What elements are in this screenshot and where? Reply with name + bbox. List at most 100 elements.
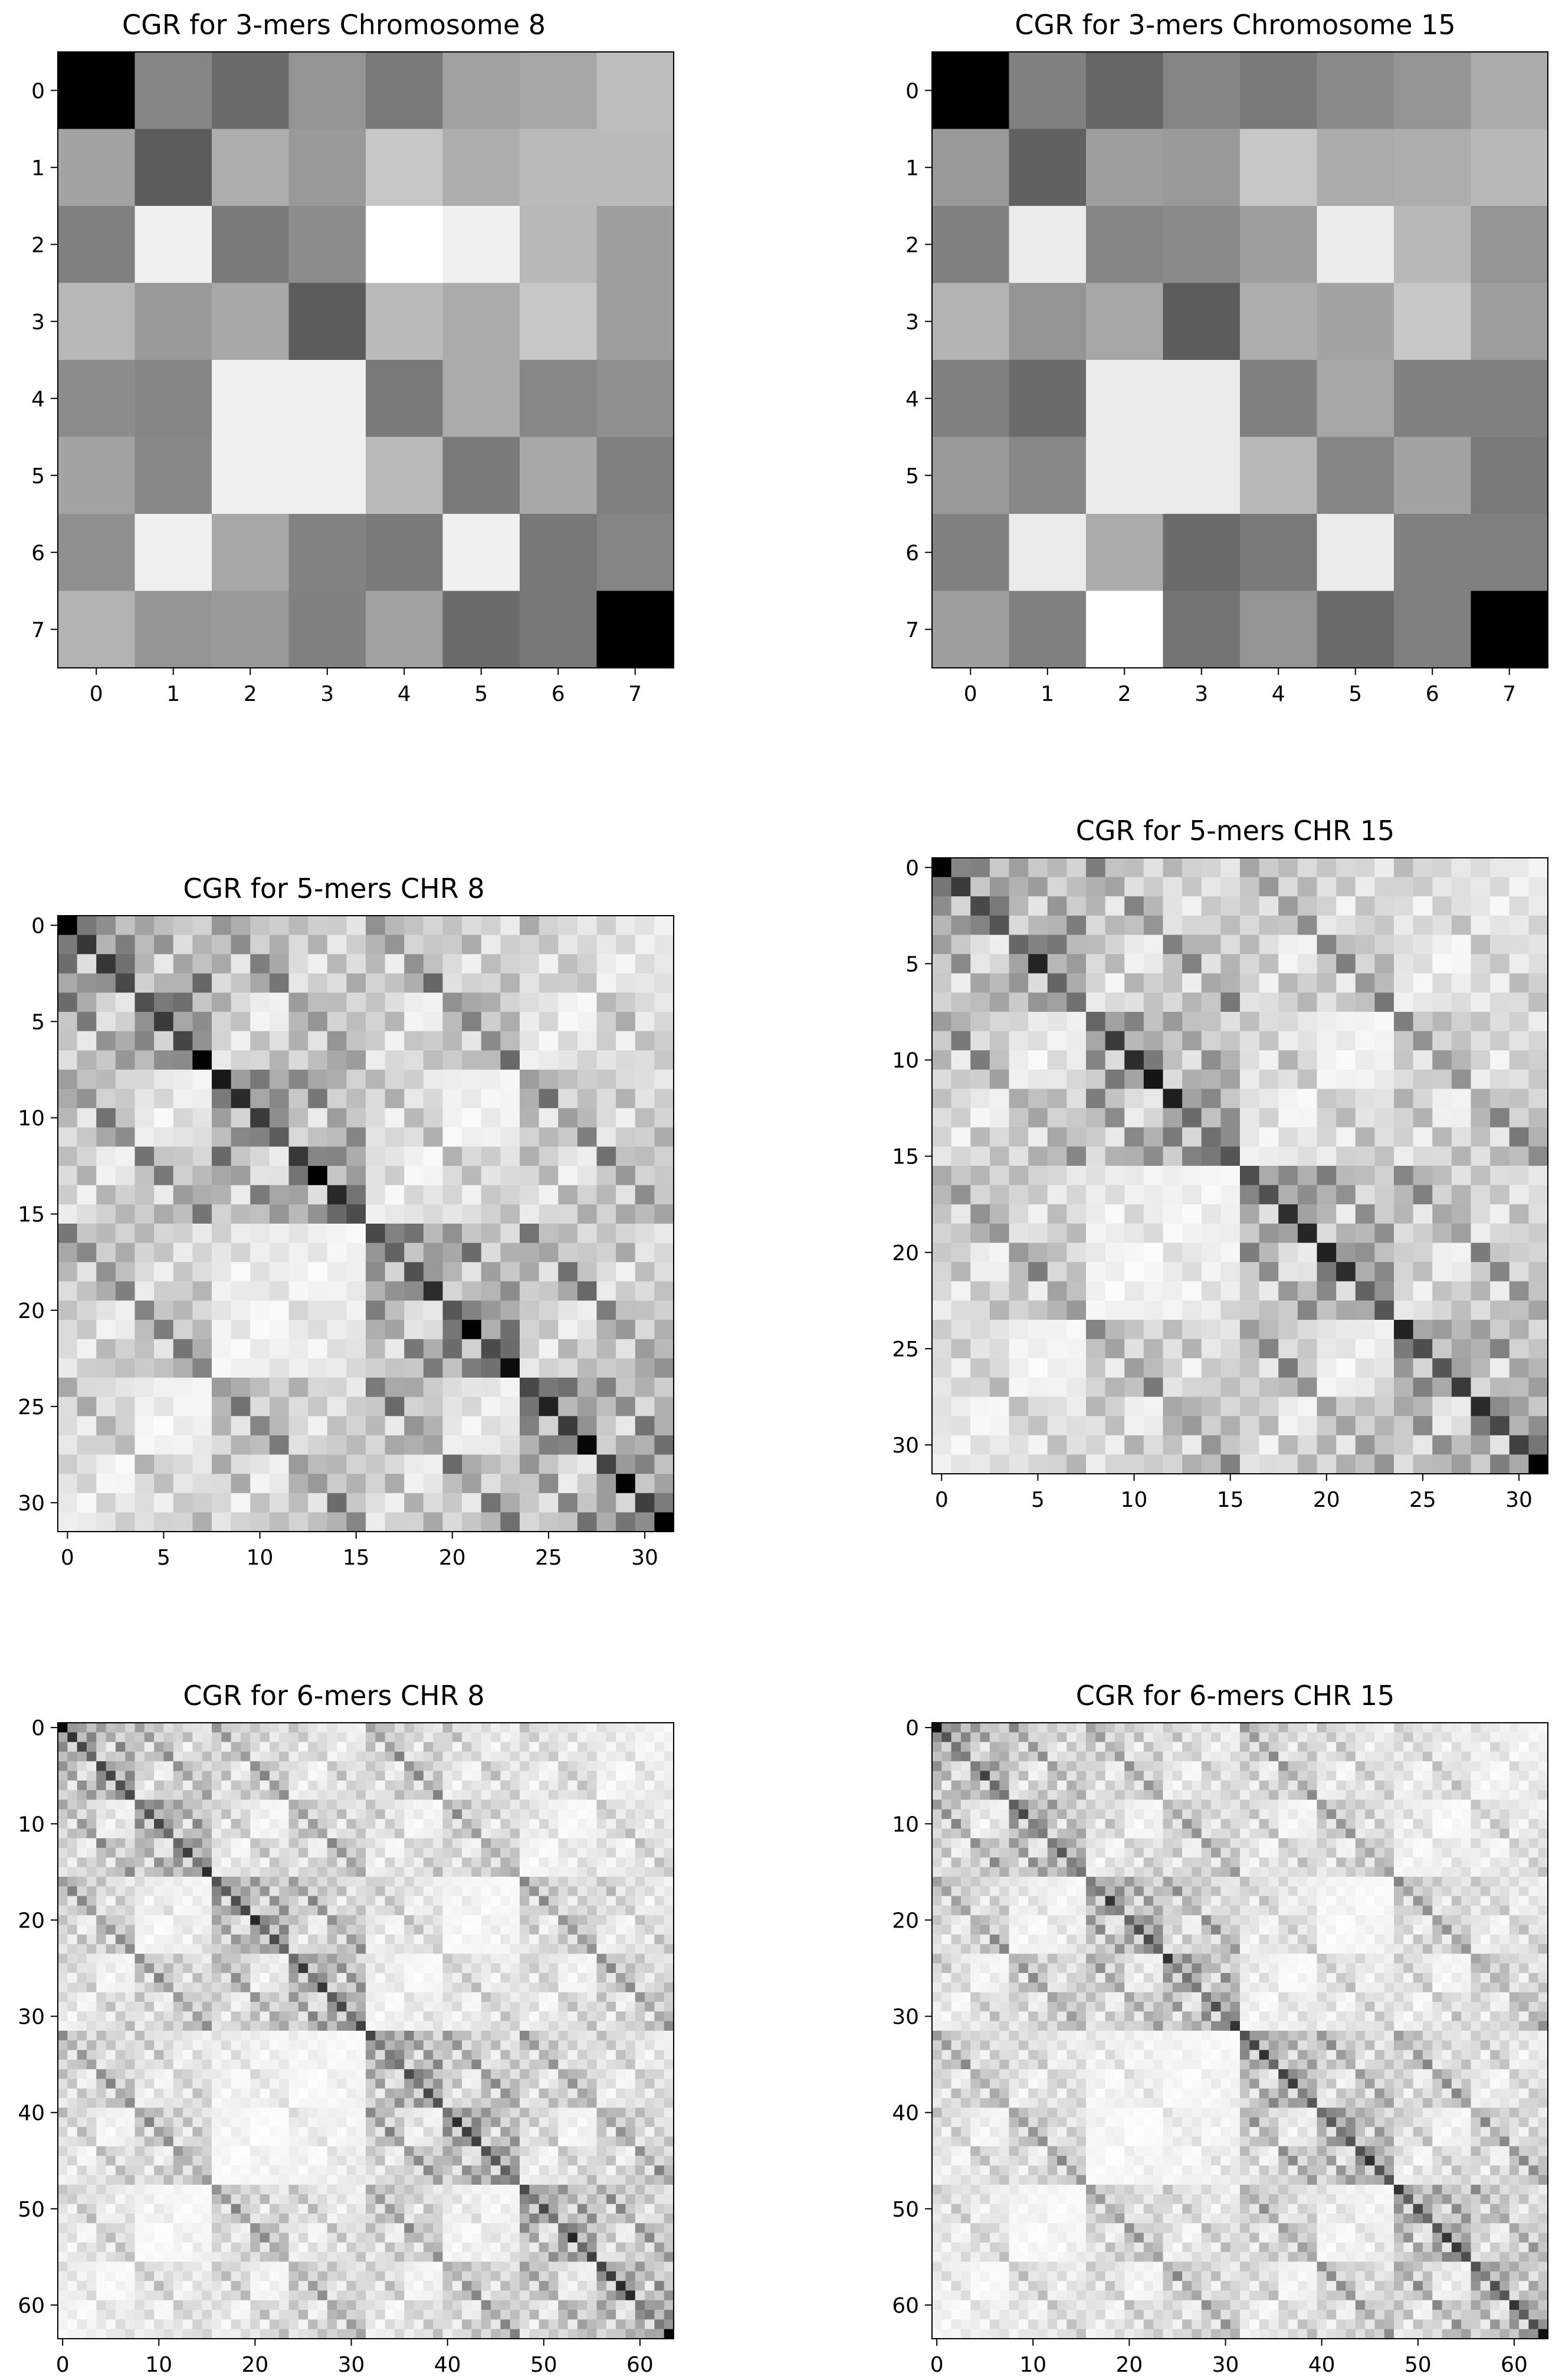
heatmap-cell <box>337 2011 347 2022</box>
heatmap-cell <box>989 1166 1010 1186</box>
heatmap-cell <box>1067 973 1087 993</box>
heatmap-cell <box>183 1953 193 1964</box>
heatmap-cell <box>202 1867 212 1877</box>
heatmap-cell <box>491 1877 501 1887</box>
heatmap-cell <box>577 1953 588 1964</box>
heatmap-cell <box>596 1953 607 1964</box>
heatmap-cell <box>1394 1146 1414 1166</box>
heatmap-cell <box>596 1925 607 1935</box>
heatmap-cell <box>144 1732 155 1743</box>
heatmap-cell <box>520 1378 540 1398</box>
heatmap-cell <box>134 1262 155 1282</box>
heatmap-cell <box>1259 1166 1279 1186</box>
heatmap-cell <box>442 1185 462 1205</box>
heatmap-cell <box>250 935 270 955</box>
heatmap-cell <box>250 1454 270 1474</box>
heatmap-cell <box>558 2031 569 2041</box>
heatmap-cell <box>520 1771 530 1781</box>
heatmap-cell <box>250 1934 261 1945</box>
heatmap-cell <box>375 2098 386 2109</box>
heatmap-cell <box>96 1050 116 1070</box>
heatmap-cell <box>452 1963 462 1974</box>
heatmap-cell <box>212 283 290 360</box>
heatmap-cell <box>279 1780 290 1791</box>
heatmap-cell <box>154 1723 165 1733</box>
heatmap-cell <box>192 1012 212 1032</box>
heatmap-cell <box>279 1953 290 1964</box>
heatmap-cell <box>1240 437 1318 514</box>
heatmap-cell <box>192 2021 203 2031</box>
heatmap-cell <box>404 1877 415 1887</box>
heatmap-cell <box>1336 1031 1356 1051</box>
heatmap-cell <box>173 1416 193 1436</box>
heatmap-cell <box>1278 1454 1298 1474</box>
heatmap-cell <box>115 1809 126 1820</box>
heatmap-cell <box>77 1867 87 1877</box>
heatmap-cell <box>173 954 193 974</box>
heatmap-cell <box>596 514 674 592</box>
heatmap-cell <box>279 1905 290 1916</box>
heatmap-cell <box>625 1838 636 1848</box>
heatmap-cell <box>520 1867 530 1877</box>
heatmap-cell <box>548 1886 559 1897</box>
heatmap-cell <box>596 52 674 130</box>
heatmap-cell <box>58 437 136 514</box>
heatmap-cell <box>1490 1031 1510 1051</box>
heatmap-cell <box>932 915 952 936</box>
heatmap-cell <box>1163 1300 1183 1320</box>
heatmap-cell <box>106 2069 116 2080</box>
heatmap-cell <box>989 915 1010 936</box>
heatmap-cell <box>221 1828 232 1839</box>
x-tick-label: 1 <box>1041 682 1054 706</box>
heatmap-cell <box>366 935 386 955</box>
heatmap-cell <box>433 1963 444 1974</box>
heatmap-cell <box>134 1828 145 1839</box>
heatmap-cell <box>212 1828 222 1839</box>
heatmap-cell <box>337 1723 347 1733</box>
heatmap-cell <box>288 1790 299 1801</box>
heatmap-cell <box>596 1224 616 1244</box>
heatmap-cell <box>173 1127 193 1148</box>
heatmap-cell <box>115 1799 126 1810</box>
heatmap-cell <box>1451 1300 1472 1320</box>
heatmap-cell <box>1028 973 1048 993</box>
heatmap-cell <box>596 1732 607 1743</box>
heatmap-cell <box>664 1790 674 1801</box>
heatmap-cell <box>510 1790 520 1801</box>
heatmap-cell <box>212 2011 222 2022</box>
heatmap-cell <box>221 1934 232 1945</box>
heatmap-cell <box>96 1838 107 1848</box>
heatmap-cell <box>154 2040 165 2051</box>
heatmap-cell <box>183 1973 193 1984</box>
heatmap-cell <box>1451 1262 1472 1282</box>
heatmap-cell <box>231 1742 241 1752</box>
heatmap-cell <box>327 1809 337 1820</box>
heatmap-cell <box>375 2117 386 2127</box>
heatmap-cell <box>510 2098 520 2109</box>
heatmap-cell <box>462 1435 482 1455</box>
heatmap-cell <box>1240 1377 1260 1398</box>
heatmap-cell <box>96 1973 107 1984</box>
heatmap-cell <box>240 1857 251 1868</box>
heatmap-cell <box>616 1809 626 1820</box>
heatmap-cell <box>346 1905 357 1916</box>
heatmap-cell <box>635 1857 645 1868</box>
heatmap-cell <box>596 1761 607 1772</box>
heatmap-cell <box>1009 1262 1029 1282</box>
heatmap-cell <box>452 1799 462 1810</box>
heatmap-cell <box>452 1761 462 1772</box>
heatmap-cell <box>558 2079 569 2089</box>
heatmap-cell <box>433 1905 444 1916</box>
heatmap-cell <box>240 2079 251 2089</box>
heatmap-cell <box>1490 1454 1510 1474</box>
heatmap-cell <box>577 1204 598 1224</box>
heatmap-cell <box>96 935 116 955</box>
heatmap-cell <box>250 1339 270 1359</box>
heatmap-cell <box>192 1723 203 1733</box>
heatmap-cell <box>115 2059 126 2070</box>
heatmap-cell <box>1509 1454 1529 1474</box>
heatmap-cell <box>346 1780 357 1791</box>
heatmap-cell <box>1240 935 1260 955</box>
heatmap-cell <box>163 2069 174 2080</box>
heatmap-cell <box>58 1358 78 1378</box>
